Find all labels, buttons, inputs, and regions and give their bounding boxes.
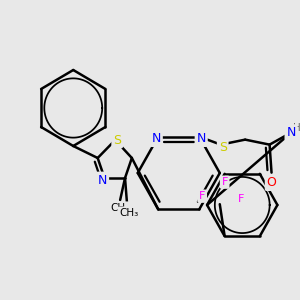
Text: N: N bbox=[98, 173, 107, 187]
Text: N: N bbox=[286, 126, 296, 139]
Text: F: F bbox=[238, 194, 244, 204]
Text: N: N bbox=[152, 132, 161, 145]
Text: F: F bbox=[221, 177, 228, 187]
Text: H: H bbox=[293, 123, 300, 133]
Text: O: O bbox=[267, 176, 277, 189]
Text: CH₃: CH₃ bbox=[110, 203, 130, 213]
Text: F: F bbox=[199, 191, 206, 201]
Text: S: S bbox=[113, 134, 121, 146]
Text: CH₃: CH₃ bbox=[119, 208, 139, 218]
Text: N: N bbox=[196, 132, 206, 145]
Text: S: S bbox=[219, 141, 227, 154]
